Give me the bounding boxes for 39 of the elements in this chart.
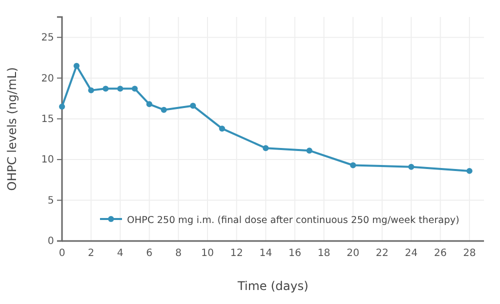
x-tick-label: 12 [230, 248, 243, 260]
y-tick-label: 20 [41, 73, 54, 84]
x-tick-label: 18 [318, 248, 330, 260]
point [88, 87, 94, 94]
point [160, 106, 167, 113]
x-tick-label: 20 [346, 248, 360, 260]
point [466, 168, 472, 174]
y-tick-label: 15 [41, 114, 54, 126]
point [190, 102, 196, 109]
x-tick-label: 2 [88, 248, 94, 260]
point [59, 104, 65, 110]
x-tick-label: 28 [463, 248, 476, 260]
y-tick-label: 5 [48, 195, 54, 206]
x-tick-label: 22 [376, 248, 389, 260]
point [132, 86, 138, 92]
x-tick-label: 8 [175, 248, 182, 260]
point [306, 148, 312, 154]
point [102, 86, 109, 92]
x-tick-label: 10 [201, 248, 214, 260]
x-tick-label: 26 [434, 248, 447, 260]
point [146, 101, 152, 108]
y-axis-title: OHPC levels (ng/mL) [5, 67, 19, 191]
x-tick-label: 24 [404, 248, 418, 260]
x-tick-label: 0 [58, 248, 66, 260]
point [74, 62, 80, 69]
x-tick-label: 14 [259, 248, 272, 260]
x-axis-title: Time (days) [236, 279, 308, 293]
x-tick-label: 6 [146, 248, 152, 260]
point [219, 126, 226, 132]
x-tick-label: 4 [117, 248, 124, 260]
y-tick-label: 25 [41, 32, 54, 44]
y-tick-label: 10 [41, 154, 54, 166]
point [350, 162, 356, 168]
point [408, 164, 414, 170]
point [262, 145, 269, 152]
y-tick-label: 0 [48, 236, 54, 248]
x-tick-label: 16 [288, 248, 302, 260]
point [117, 86, 124, 92]
legend-label: OHPC 250 mg i.m. (final dose after continuous 250 mg/week therapy) [127, 215, 460, 226]
